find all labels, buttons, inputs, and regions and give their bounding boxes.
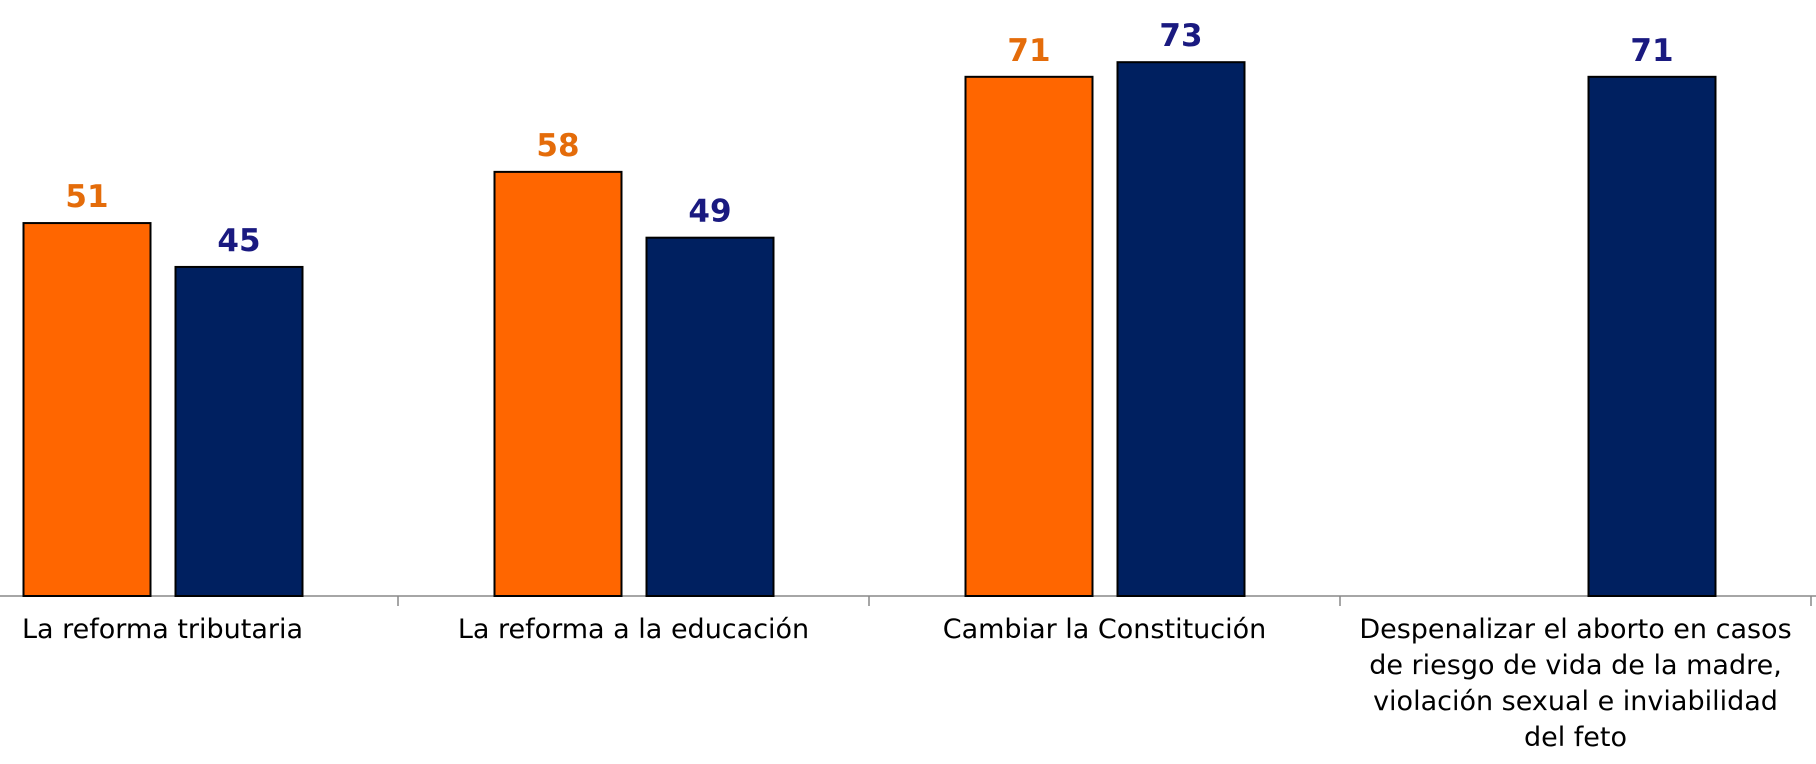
x-tick-label: Cambiar la Constitución bbox=[942, 614, 1267, 645]
value-label: 73 bbox=[1159, 18, 1202, 54]
value-label: 58 bbox=[536, 128, 579, 164]
value-label: 45 bbox=[217, 223, 260, 259]
bar bbox=[22, 222, 152, 597]
bar bbox=[645, 236, 775, 597]
x-tick-label: La reforma tributaria bbox=[21, 614, 304, 645]
bar bbox=[1116, 61, 1246, 597]
bar bbox=[174, 265, 304, 597]
value-label: 71 bbox=[1007, 33, 1050, 69]
value-label: 49 bbox=[688, 194, 731, 230]
bar bbox=[964, 75, 1094, 597]
bar bbox=[493, 170, 623, 597]
value-label: 51 bbox=[65, 179, 108, 215]
x-tick-label: La reforma a la educación bbox=[457, 614, 810, 645]
x-tick-label: Despenalizar el aborto en casos de riesg… bbox=[1359, 614, 1792, 753]
bar bbox=[1587, 75, 1717, 597]
value-label: 71 bbox=[1630, 33, 1673, 69]
